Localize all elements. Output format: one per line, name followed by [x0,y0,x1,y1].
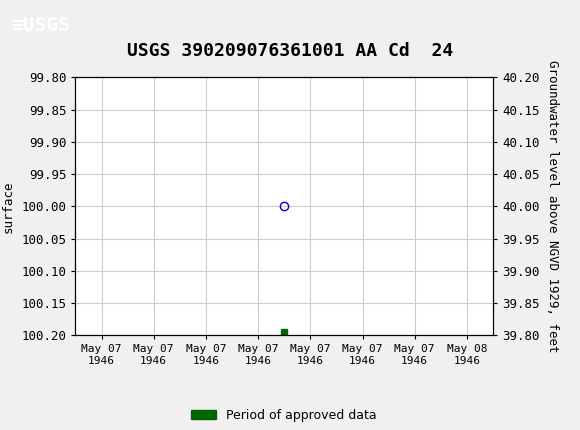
Text: USGS 390209076361001 AA Cd  24: USGS 390209076361001 AA Cd 24 [127,42,453,60]
Text: ≡USGS: ≡USGS [12,16,70,35]
Legend: Period of approved data: Period of approved data [186,404,382,427]
Y-axis label: Groundwater level above NGVD 1929, feet: Groundwater level above NGVD 1929, feet [546,60,560,353]
Y-axis label: Depth to water level, feet below land
surface: Depth to water level, feet below land su… [0,68,14,345]
